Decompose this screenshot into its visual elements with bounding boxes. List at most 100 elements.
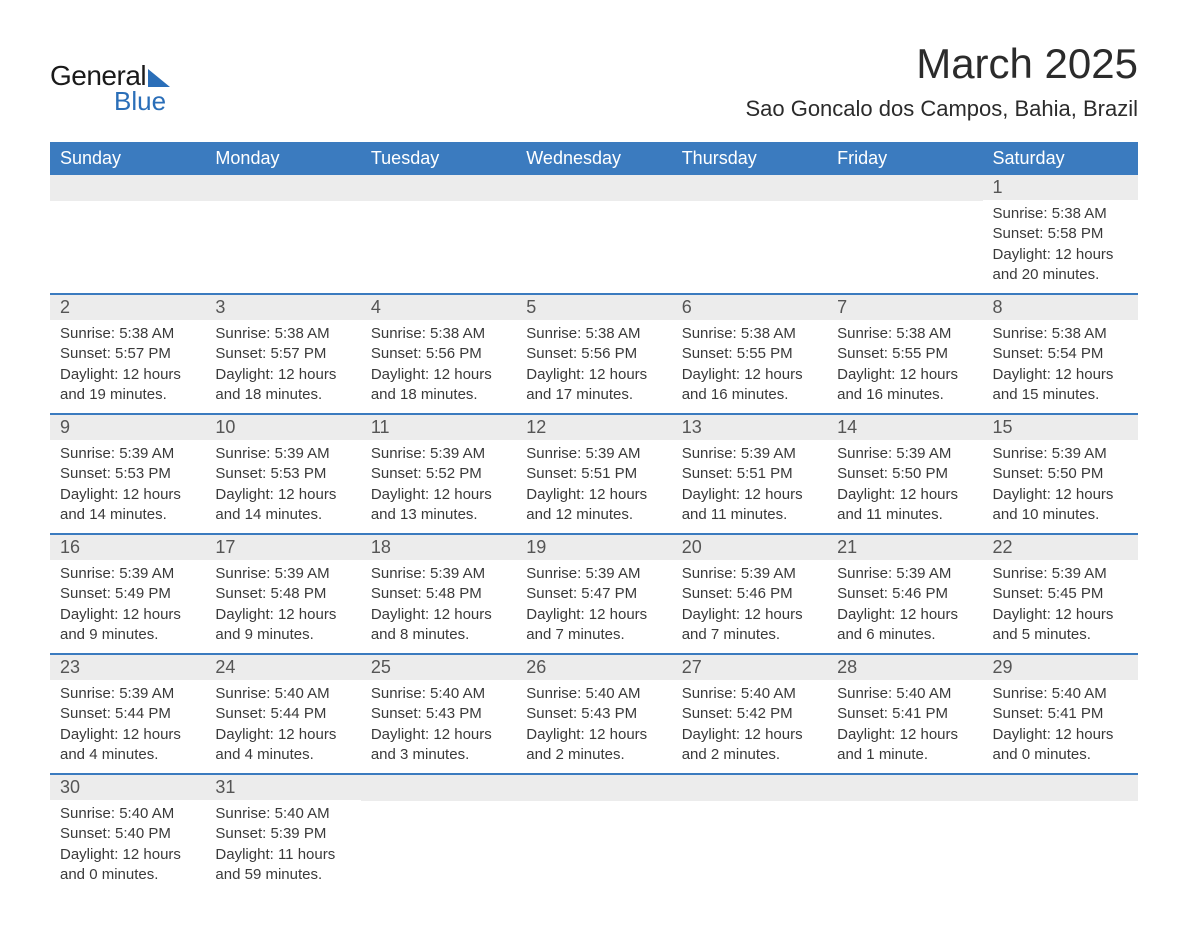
calendar-cell: 31Sunrise: 5:40 AMSunset: 5:39 PMDayligh… [205,774,360,893]
day-number: 23 [50,655,205,680]
daylight-line: Daylight: 12 hours and 11 minutes. [837,485,972,526]
daylight-line: Daylight: 12 hours and 3 minutes. [371,725,506,766]
calendar-cell: 10Sunrise: 5:39 AMSunset: 5:53 PMDayligh… [205,414,360,534]
calendar-cell: 7Sunrise: 5:38 AMSunset: 5:55 PMDaylight… [827,294,982,414]
calendar-cell [516,774,671,893]
day-number: 17 [205,535,360,560]
daylight-line: Daylight: 12 hours and 0 minutes. [993,725,1128,766]
day-body: Sunrise: 5:40 AMSunset: 5:41 PMDaylight:… [827,680,982,773]
calendar-cell: 16Sunrise: 5:39 AMSunset: 5:49 PMDayligh… [50,534,205,654]
calendar-cell: 19Sunrise: 5:39 AMSunset: 5:47 PMDayligh… [516,534,671,654]
sunrise-line: Sunrise: 5:39 AM [215,564,350,584]
calendar-cell: 21Sunrise: 5:39 AMSunset: 5:46 PMDayligh… [827,534,982,654]
calendar-cell: 22Sunrise: 5:39 AMSunset: 5:45 PMDayligh… [983,534,1138,654]
sunrise-line: Sunrise: 5:38 AM [526,324,661,344]
day-number: 10 [205,415,360,440]
day-number [672,175,827,201]
day-number: 6 [672,295,827,320]
location: Sao Goncalo dos Campos, Bahia, Brazil [745,96,1138,122]
daylight-line: Daylight: 12 hours and 2 minutes. [526,725,661,766]
daylight-line: Daylight: 12 hours and 14 minutes. [215,485,350,526]
sunrise-line: Sunrise: 5:38 AM [60,324,195,344]
day-number: 8 [983,295,1138,320]
sunset-line: Sunset: 5:51 PM [682,464,817,484]
day-body: Sunrise: 5:39 AMSunset: 5:48 PMDaylight:… [205,560,360,653]
calendar-cell [827,175,982,294]
sunrise-line: Sunrise: 5:39 AM [371,564,506,584]
day-body: Sunrise: 5:39 AMSunset: 5:51 PMDaylight:… [516,440,671,533]
weekday-header: Saturday [983,142,1138,175]
logo: General Blue [50,60,170,117]
day-body: Sunrise: 5:39 AMSunset: 5:47 PMDaylight:… [516,560,671,653]
sunset-line: Sunset: 5:47 PM [526,584,661,604]
day-body: Sunrise: 5:38 AMSunset: 5:57 PMDaylight:… [205,320,360,413]
day-number: 4 [361,295,516,320]
daylight-line: Daylight: 12 hours and 1 minute. [837,725,972,766]
sunrise-line: Sunrise: 5:40 AM [215,804,350,824]
calendar-week-row: 1Sunrise: 5:38 AMSunset: 5:58 PMDaylight… [50,175,1138,294]
logo-text-blue: Blue [114,86,166,117]
day-body: Sunrise: 5:39 AMSunset: 5:48 PMDaylight:… [361,560,516,653]
day-body: Sunrise: 5:39 AMSunset: 5:46 PMDaylight:… [672,560,827,653]
sunset-line: Sunset: 5:49 PM [60,584,195,604]
day-body: Sunrise: 5:40 AMSunset: 5:40 PMDaylight:… [50,800,205,893]
sunset-line: Sunset: 5:41 PM [993,704,1128,724]
day-body: Sunrise: 5:38 AMSunset: 5:55 PMDaylight:… [672,320,827,413]
daylight-line: Daylight: 12 hours and 10 minutes. [993,485,1128,526]
sunset-line: Sunset: 5:46 PM [682,584,817,604]
daylight-line: Daylight: 12 hours and 2 minutes. [682,725,817,766]
calendar-cell: 2Sunrise: 5:38 AMSunset: 5:57 PMDaylight… [50,294,205,414]
daylight-line: Daylight: 12 hours and 9 minutes. [215,605,350,646]
calendar-week-row: 23 Sunrise: 5:39 AMSunset: 5:44 PM Dayligh… [50,654,1138,774]
day-body: Sunrise: 5:39 AMSunset: 5:51 PMDaylight:… [672,440,827,533]
calendar-cell: 18Sunrise: 5:39 AMSunset: 5:48 PMDayligh… [361,534,516,654]
sunrise-line: Sunrise: 5:39 AM [993,564,1128,584]
sunrise-line: Sunrise: 5:39 AM [60,684,195,704]
day-number [672,775,827,801]
day-body: Sunrise: 5:39 AMSunset: 5:50 PMDaylight:… [983,440,1138,533]
day-number [205,175,360,201]
calendar-cell: 26Sunrise: 5:40 AMSunset: 5:43 PMDayligh… [516,654,671,774]
calendar-cell: 12Sunrise: 5:39 AMSunset: 5:51 PMDayligh… [516,414,671,534]
sunset-line: Sunset: 5:56 PM [371,344,506,364]
sunset-line: Sunset: 5:55 PM [837,344,972,364]
sunset-line: Sunset: 5:50 PM [993,464,1128,484]
sunset-line: Sunset: 5:46 PM [837,584,972,604]
day-number [361,175,516,201]
sunrise-line: Sunrise: 5:38 AM [993,204,1128,224]
day-body [827,801,982,881]
day-number [983,775,1138,801]
calendar-cell [361,774,516,893]
day-body: Sunrise: 5:39 AMSunset: 5:53 PMDaylight:… [205,440,360,533]
day-number: 15 [983,415,1138,440]
calendar-week-row: 30Sunrise: 5:40 AMSunset: 5:40 PMDayligh… [50,774,1138,893]
calendar-week-row: 2Sunrise: 5:38 AMSunset: 5:57 PMDaylight… [50,294,1138,414]
calendar-cell: 28Sunrise: 5:40 AMSunset: 5:41 PMDayligh… [827,654,982,774]
day-body: Sunrise: 5:39 AMSunset: 5:49 PMDaylight:… [50,560,205,653]
day-body: Sunrise: 5:40 AMSunset: 5:43 PMDaylight:… [361,680,516,773]
day-number: 2 [50,295,205,320]
calendar-cell: 5Sunrise: 5:38 AMSunset: 5:56 PMDaylight… [516,294,671,414]
sunset-line: Sunset: 5:51 PM [526,464,661,484]
sunrise-line: Sunrise: 5:38 AM [993,324,1128,344]
day-number: 27 [672,655,827,680]
sunset-line: Sunset: 5:41 PM [837,704,972,724]
sunset-line: Sunset: 5:39 PM [215,824,350,844]
daylight-line: Daylight: 12 hours and 4 minutes. [215,725,350,766]
day-body: Sunrise: 5:39 AMSunset: 5:46 PMDaylight:… [827,560,982,653]
daylight-line: Daylight: 12 hours and 18 minutes. [371,365,506,406]
sunrise-line: Sunrise: 5:39 AM [60,444,195,464]
daylight-line: Daylight: 12 hours and 7 minutes. [526,605,661,646]
sunset-line: Sunset: 5:44 PM [60,704,195,724]
sunrise-line: Sunrise: 5:39 AM [526,444,661,464]
daylight-line: Daylight: 12 hours and 12 minutes. [526,485,661,526]
day-body: Sunrise: 5:40 AMSunset: 5:43 PMDaylight:… [516,680,671,773]
sunset-line: Sunset: 5:40 PM [60,824,195,844]
sunrise-line: Sunrise: 5:40 AM [993,684,1128,704]
calendar-cell: 9Sunrise: 5:39 AMSunset: 5:53 PMDaylight… [50,414,205,534]
daylight-line: Daylight: 12 hours and 8 minutes. [371,605,506,646]
day-number: 22 [983,535,1138,560]
sunrise-line: Sunrise: 5:40 AM [215,684,350,704]
day-number [516,775,671,801]
weekday-header: Monday [205,142,360,175]
